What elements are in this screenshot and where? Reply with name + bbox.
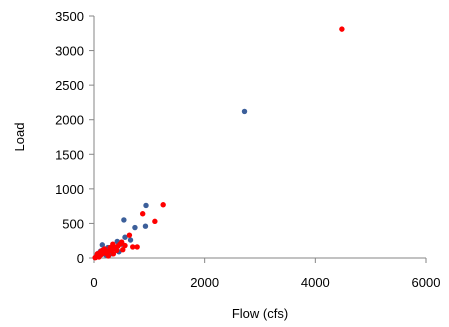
x-tick-label: 6000 (412, 275, 441, 290)
data-point-series-2 (134, 244, 140, 250)
data-point-series-2 (120, 247, 126, 253)
data-point-series-2 (130, 244, 136, 250)
data-point-series-2 (113, 247, 120, 254)
data-point-series-1 (132, 224, 138, 231)
data-points (92, 26, 345, 261)
x-tick-label: 4000 (301, 275, 330, 290)
x-tick-label: 0 (90, 275, 97, 290)
y-tick-label: 1500 (55, 147, 84, 162)
x-tick-label: 2000 (190, 275, 219, 290)
data-point-series-2 (105, 253, 112, 259)
y-tick-label: 500 (62, 216, 84, 231)
data-point-series-2 (126, 232, 133, 238)
y-tick-label: 3000 (55, 44, 84, 59)
x-axis-ticks: 0 2000 4000 6000 (90, 258, 440, 290)
x-axis-title: Flow (cfs) (232, 306, 288, 321)
data-point-series-2 (160, 202, 166, 208)
data-point-series-2 (110, 241, 116, 247)
y-tick-label: 3500 (55, 9, 84, 24)
data-point-series-2 (339, 26, 345, 32)
data-point-series-2 (96, 254, 102, 260)
data-point-series-1 (143, 202, 149, 209)
data-point-series-1 (127, 237, 134, 243)
data-point-series-2 (139, 211, 146, 217)
data-point-series-2 (152, 218, 158, 225)
data-point-series-1 (99, 242, 106, 248)
y-axis-title: Load (12, 123, 27, 152)
y-tick-label: 1000 (55, 182, 84, 197)
y-tick-label: 2500 (55, 78, 84, 93)
y-tick-label: 2000 (55, 113, 84, 128)
data-point-series-2 (122, 242, 128, 249)
data-point-series-2 (110, 251, 117, 257)
data-point-series-1 (142, 223, 149, 229)
y-axis-ticks: 0 500 1000 1500 2000 2500 3000 3500 (55, 9, 94, 266)
data-point-series-1 (121, 217, 127, 223)
data-point-series-1 (241, 108, 248, 115)
y-tick-label: 0 (77, 251, 84, 266)
axes (93, 16, 426, 259)
data-point-series-1 (122, 234, 128, 240)
